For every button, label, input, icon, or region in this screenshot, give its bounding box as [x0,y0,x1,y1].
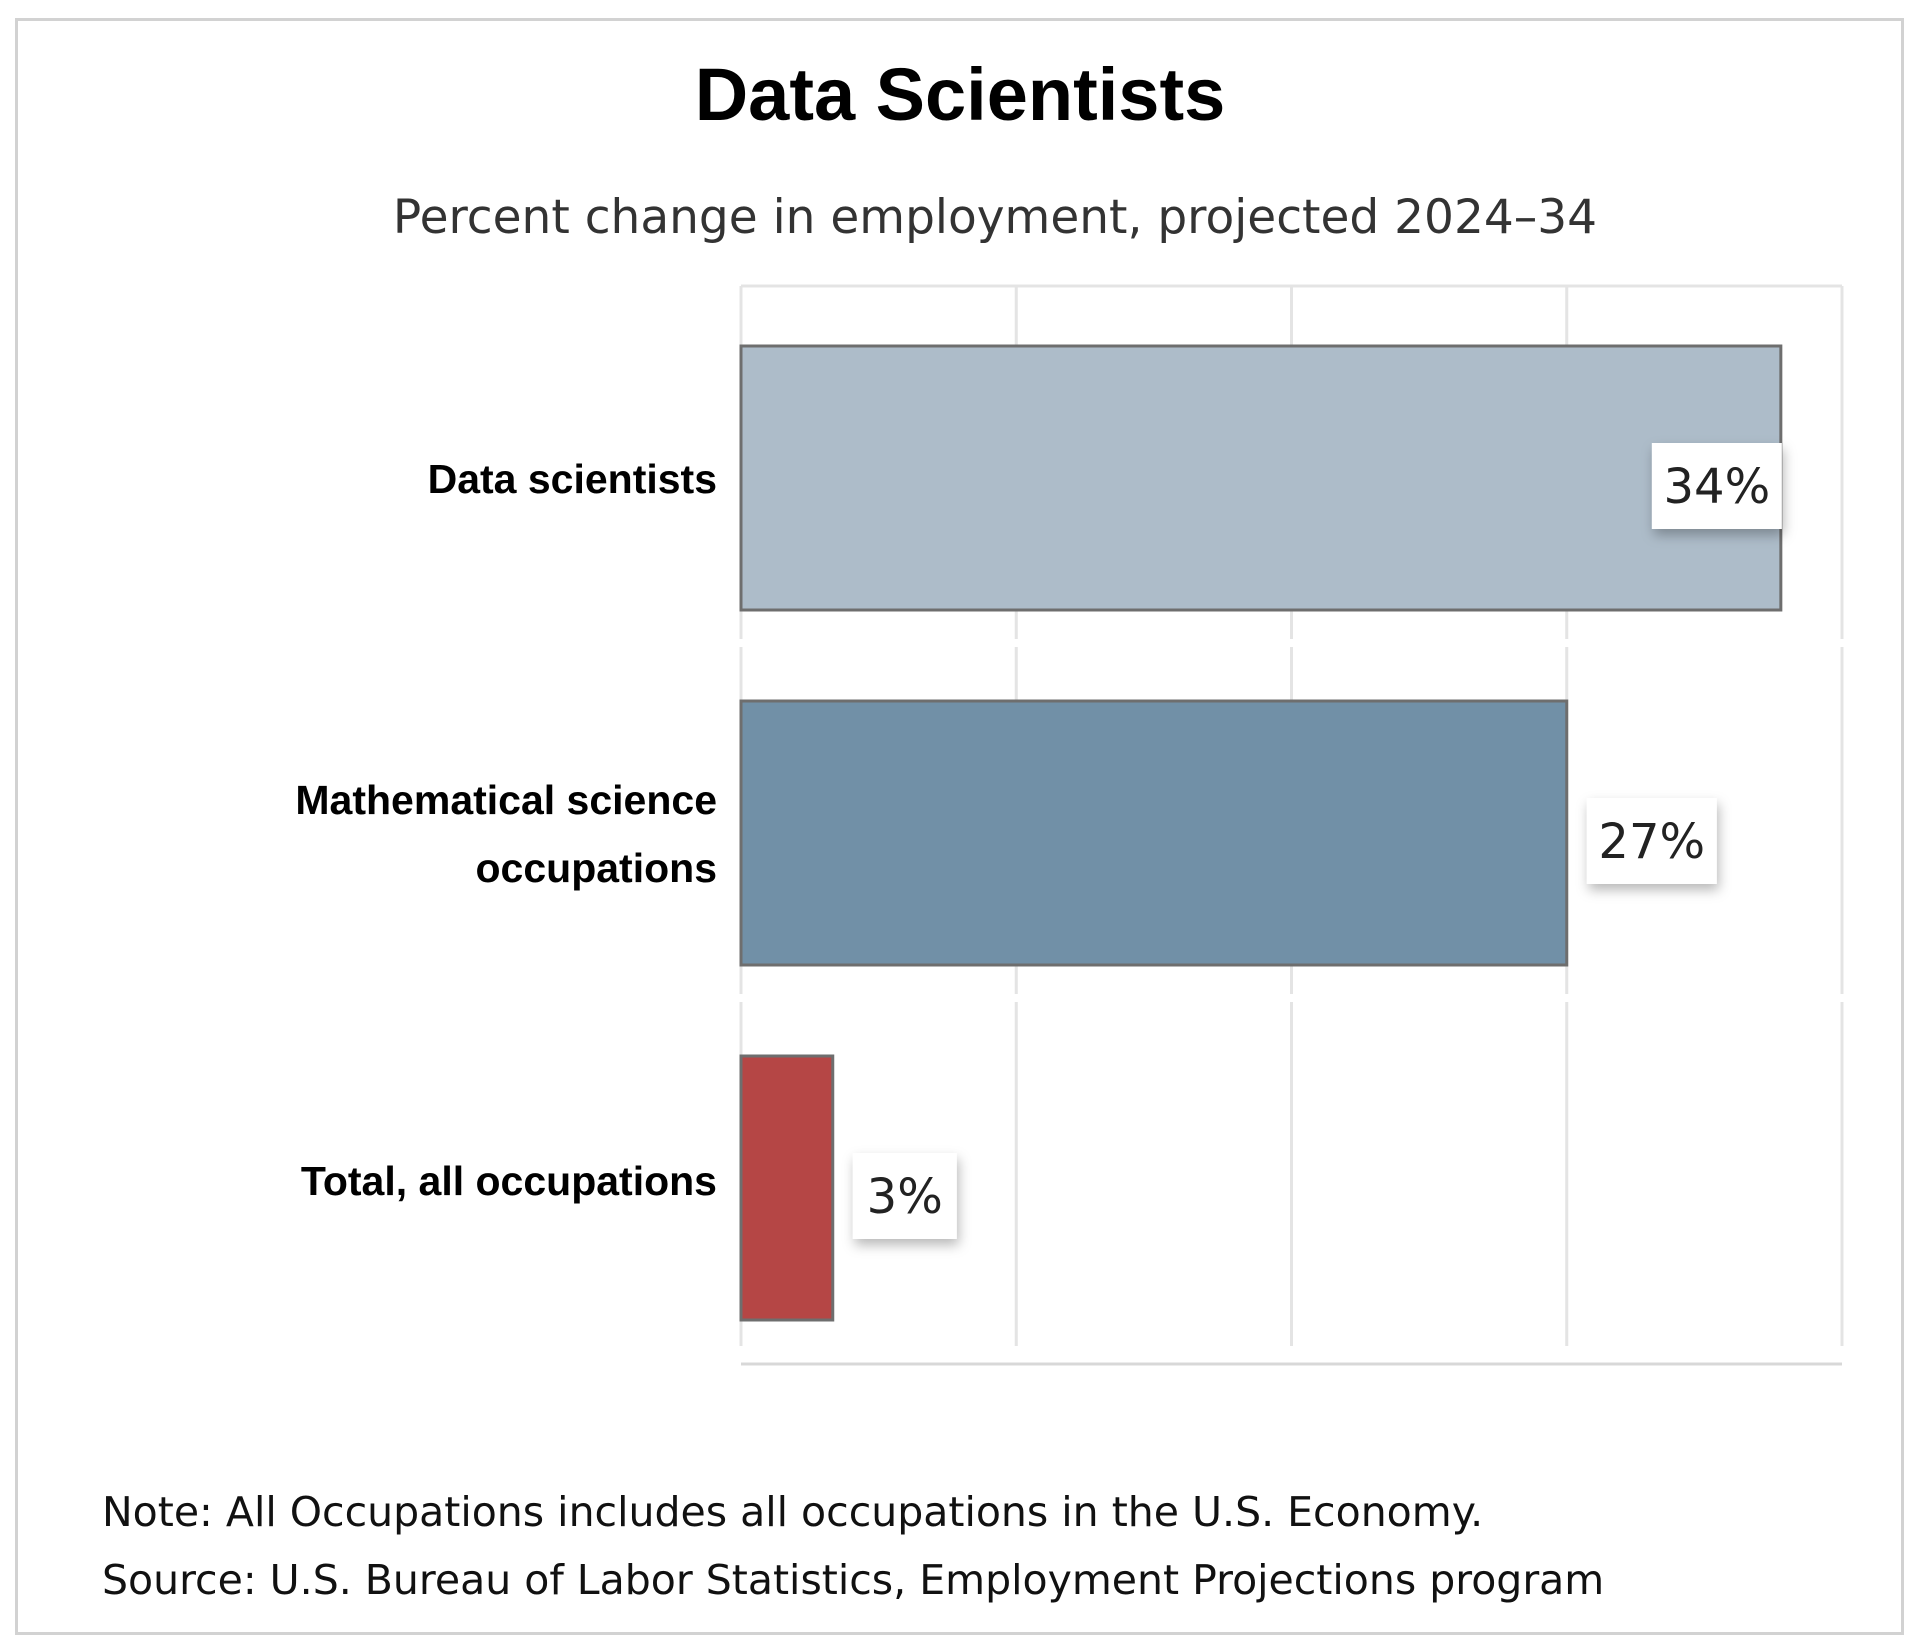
chart-title: Data Scientists [694,53,1226,136]
source-note: Source: U.S. Bureau of Labor Statistics,… [102,1556,1605,1604]
data-labels-group: 34% 27% 3% [852,443,1782,1239]
category-label: Total, all occupations [301,1158,717,1204]
category-label-line: Mathematical science [295,777,717,823]
data-label-text: 34% [1663,459,1770,515]
data-label: 3% [852,1153,957,1239]
category-labels-group: Data scientists Mathematical science occup… [295,456,717,1204]
bar [739,344,1783,612]
data-label-box [852,1153,957,1239]
data-label: 27% [1586,798,1717,884]
category-label: Data scientists [428,456,717,502]
category-label-line: occupations [476,845,717,891]
data-label-text: 3% [867,1169,943,1225]
bar [739,1054,835,1322]
category-label-line: Total, all occupations [301,1158,717,1204]
category-label-line: Data scientists [428,456,717,502]
data-label-box [1651,443,1782,529]
bar [739,699,1569,967]
footnote: Note: All Occupations includes all occup… [102,1488,1484,1536]
data-label-text: 27% [1598,814,1705,870]
chart-subtitle: Percent change in employment, projected … [392,190,1598,245]
data-label: 34% [1651,443,1782,529]
category-label: Mathematical science occupations [295,777,717,891]
data-label-box [1586,798,1717,884]
bars-group [739,344,1783,1322]
